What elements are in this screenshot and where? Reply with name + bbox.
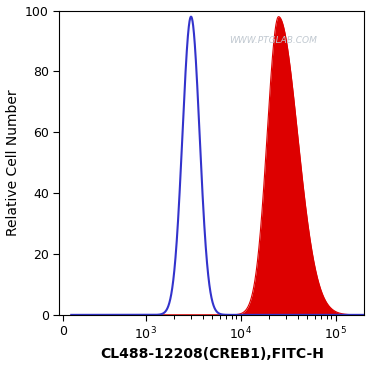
X-axis label: CL488-12208(CREB1),FITC-H: CL488-12208(CREB1),FITC-H xyxy=(100,348,324,361)
Y-axis label: Relative Cell Number: Relative Cell Number xyxy=(6,90,20,236)
Text: WWW.PTGLAB.COM: WWW.PTGLAB.COM xyxy=(229,36,317,46)
